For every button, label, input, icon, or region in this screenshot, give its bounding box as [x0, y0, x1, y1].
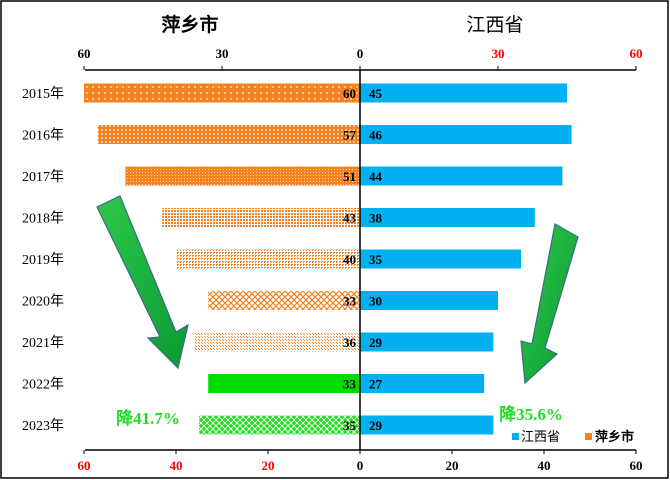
left-decline-arrow — [96, 195, 189, 370]
value-label-pingxiang: 33 — [343, 294, 357, 309]
bar-pingxiang — [97, 125, 361, 144]
category-label: 2018年 — [22, 211, 64, 227]
right-title: 江西省 — [466, 14, 523, 36]
bars: 60 57 51 43 40 33 36 33 35 45 46 44 38 35 30 29 27 29 — [84, 70, 572, 450]
value-label-jiangxi: 35 — [369, 252, 383, 267]
value-label-pingxiang: 40 — [343, 252, 356, 267]
category-label: 2019年 — [22, 252, 64, 268]
value-label-jiangxi: 45 — [369, 86, 383, 101]
legend: 江西省 萍乡市 — [512, 429, 634, 445]
value-label-jiangxi: 38 — [369, 211, 383, 226]
right-decline-arrow — [520, 223, 579, 385]
left-title: 萍乡市 — [161, 13, 218, 36]
value-label-jiangxi: 27 — [369, 377, 383, 392]
bar-jiangxi — [360, 374, 485, 393]
category-label: 2020年 — [22, 294, 64, 310]
top-tick-label-left: 30 — [216, 46, 229, 61]
value-label-pingxiang: 57 — [343, 128, 357, 143]
value-label-jiangxi: 30 — [369, 294, 382, 309]
value-label-jiangxi: 46 — [369, 128, 383, 143]
category-label: 2017年 — [22, 169, 64, 185]
category-label: 2015年 — [22, 86, 64, 102]
bar-pingxiang — [208, 374, 360, 393]
value-label-jiangxi: 29 — [369, 335, 383, 350]
left-decline-annotation: 降41.7% — [116, 408, 180, 428]
legend-swatch-jiangxi — [512, 433, 519, 440]
bar-pingxiang — [84, 83, 360, 103]
bottom-tick-label-left: 60 — [78, 458, 91, 473]
top-tick-label-left: 60 — [78, 46, 91, 61]
value-label-pingxiang: 36 — [343, 335, 357, 350]
category-axis: 2015年 2016年 2017年 2018年 2019年 2020年 2021年 2022年… — [22, 86, 64, 434]
bar-pingxiang — [125, 166, 361, 186]
value-label-pingxiang: 60 — [343, 86, 356, 101]
top-tick-label-left: 0 — [357, 46, 364, 61]
category-label: 2016年 — [22, 128, 64, 144]
bar-jiangxi — [360, 166, 563, 186]
right-decline-annotation: 降35.6% — [499, 404, 563, 424]
bar-pingxiang — [162, 208, 360, 227]
bottom-tick-label-right: 20 — [446, 458, 459, 473]
value-label-pingxiang: 43 — [343, 211, 357, 226]
bar-jiangxi — [360, 249, 521, 269]
top-tick-label-right: 30 — [492, 46, 505, 61]
bottom-tick-label-right: 60 — [630, 458, 643, 473]
category-label: 2022年 — [22, 377, 64, 393]
legend-label-jiangxi: 江西省 — [521, 430, 560, 445]
value-label-pingxiang: 35 — [343, 418, 357, 433]
value-label-pingxiang: 51 — [343, 169, 356, 184]
bar-jiangxi — [360, 291, 498, 310]
value-label-pingxiang: 33 — [343, 377, 357, 392]
bottom-tick-label-left: 40 — [170, 458, 183, 473]
bar-pingxiang — [194, 332, 360, 352]
bottom-tick-label-right: 40 — [538, 458, 551, 473]
bar-jiangxi — [360, 208, 535, 227]
bar-jiangxi — [360, 125, 572, 144]
value-label-jiangxi: 29 — [369, 418, 383, 433]
bar-jiangxi — [360, 332, 494, 352]
bar-jiangxi — [360, 415, 494, 435]
bar-pingxiang — [208, 291, 360, 310]
value-label-jiangxi: 44 — [369, 169, 383, 184]
top-tick-label-right: 60 — [630, 46, 643, 61]
bottom-tick-label-left: 0 — [357, 458, 364, 473]
category-label: 2023年 — [22, 418, 64, 434]
legend-swatch-pingxiang — [585, 433, 592, 440]
category-label: 2021年 — [22, 335, 64, 351]
legend-label-pingxiang: 萍乡市 — [595, 429, 634, 445]
bar-pingxiang — [199, 415, 360, 435]
bottom-tick-label-left: 20 — [262, 458, 275, 473]
bar-jiangxi — [360, 83, 567, 103]
bar-pingxiang — [176, 249, 360, 269]
